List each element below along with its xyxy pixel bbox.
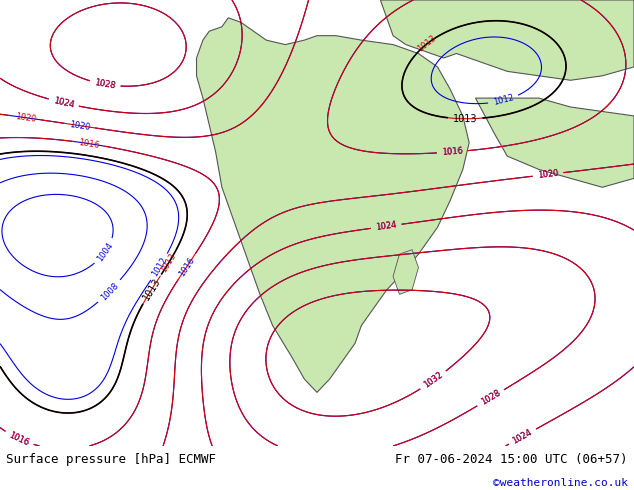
Text: Surface pressure [hPa] ECMWF: Surface pressure [hPa] ECMWF [6, 453, 216, 466]
Text: 1013: 1013 [416, 34, 438, 54]
Text: 1020: 1020 [15, 112, 37, 123]
Text: 1013: 1013 [141, 276, 163, 302]
Text: 1004: 1004 [95, 241, 115, 263]
Polygon shape [380, 0, 634, 80]
Text: 1032: 1032 [422, 370, 444, 390]
Text: 1024: 1024 [53, 96, 75, 110]
Text: 1016: 1016 [441, 147, 463, 157]
Polygon shape [197, 18, 469, 392]
Text: 1012: 1012 [150, 256, 169, 278]
Text: 1012: 1012 [492, 93, 515, 107]
Polygon shape [393, 250, 418, 294]
Text: 1016: 1016 [441, 147, 463, 157]
Text: 1016: 1016 [177, 255, 197, 278]
Text: ©weatheronline.co.uk: ©weatheronline.co.uk [493, 478, 628, 489]
Text: 1024: 1024 [511, 428, 534, 445]
Text: 1028: 1028 [479, 389, 502, 407]
Text: 1032: 1032 [422, 370, 444, 390]
Text: 1020: 1020 [537, 169, 559, 180]
Text: 1024: 1024 [511, 428, 534, 445]
Text: 1028: 1028 [94, 78, 116, 91]
Text: 1024: 1024 [375, 220, 397, 232]
Text: 1024: 1024 [53, 96, 75, 110]
Text: Fr 07-06-2024 15:00 UTC (06+57): Fr 07-06-2024 15:00 UTC (06+57) [395, 453, 628, 466]
Text: 1013: 1013 [453, 114, 477, 124]
Text: 1028: 1028 [94, 78, 116, 91]
Text: 1013: 1013 [160, 251, 178, 274]
Text: 1016: 1016 [8, 430, 30, 447]
Text: 1008: 1008 [99, 281, 120, 302]
Text: 1020: 1020 [68, 120, 91, 132]
Polygon shape [476, 98, 634, 187]
Text: 1024: 1024 [375, 220, 397, 232]
Text: 1028: 1028 [479, 389, 502, 407]
Text: 1020: 1020 [537, 169, 559, 180]
Text: 1016: 1016 [78, 138, 100, 150]
Text: 1016: 1016 [8, 430, 30, 447]
